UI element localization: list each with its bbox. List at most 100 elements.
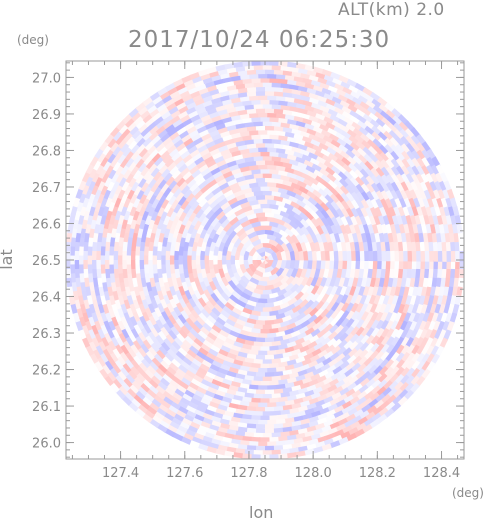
radar-cell xyxy=(432,241,439,253)
radar-cell xyxy=(389,311,398,324)
radar-cell xyxy=(255,142,267,148)
radar-cell xyxy=(285,268,295,279)
radar-cell xyxy=(201,322,213,333)
radar-cell xyxy=(307,379,319,388)
radar-cell xyxy=(392,303,402,316)
radar-cell xyxy=(169,309,179,321)
radar-cell xyxy=(308,96,321,105)
radar-cell xyxy=(162,214,171,226)
radar-cell xyxy=(251,116,262,123)
radar-cell xyxy=(217,213,229,225)
radar-cell xyxy=(311,260,318,270)
radar-cell xyxy=(322,350,335,361)
radar-cell xyxy=(202,219,212,231)
radar-cell xyxy=(215,352,227,361)
radar-cell xyxy=(272,280,284,290)
radar-cell xyxy=(269,134,281,140)
radar-cell xyxy=(306,127,318,136)
radar-cell xyxy=(276,112,288,119)
radar-cell xyxy=(268,345,279,352)
radar-cell xyxy=(213,77,226,86)
radar-cell xyxy=(173,137,185,148)
radar-cell xyxy=(264,266,275,274)
radar-cell xyxy=(323,316,335,327)
radar-cell xyxy=(126,213,135,225)
radar-cell xyxy=(425,206,434,218)
radar-cell xyxy=(187,211,197,223)
radar-cell xyxy=(399,320,409,333)
radar-cell xyxy=(309,202,320,214)
radar-cell xyxy=(390,250,396,262)
radar-cell xyxy=(188,327,199,338)
radar-cell xyxy=(330,345,342,356)
radar-cell xyxy=(286,189,298,198)
radar-cell xyxy=(213,189,225,200)
radar-cell xyxy=(400,180,410,193)
radar-cell xyxy=(295,233,305,245)
radar-cell xyxy=(315,375,327,385)
radar-cell xyxy=(423,268,430,280)
radar-cell xyxy=(91,249,97,260)
radar-cell xyxy=(219,94,232,102)
radar-cell xyxy=(397,206,407,218)
radar-cell xyxy=(258,415,270,421)
radar-cell xyxy=(378,214,387,227)
radar-cell xyxy=(294,250,301,261)
radar-cell xyxy=(192,337,204,348)
radar-cell xyxy=(231,203,243,213)
radar-cell xyxy=(87,302,96,314)
radar-cell xyxy=(315,293,326,304)
radar-cell xyxy=(132,209,141,221)
radar-cell xyxy=(265,107,276,114)
radar-cell xyxy=(315,329,327,340)
radar-cell xyxy=(305,320,317,331)
radar-cell xyxy=(248,147,260,153)
radar-cell xyxy=(122,310,131,323)
radar-cell xyxy=(294,392,306,401)
radar-cell xyxy=(397,241,404,253)
radar-cell xyxy=(193,189,204,200)
radar-cell xyxy=(370,335,381,347)
radar-cell xyxy=(315,174,327,185)
radar-cell xyxy=(105,208,113,221)
radar-cell xyxy=(168,285,177,297)
radar-cell xyxy=(353,341,365,353)
radar-cell xyxy=(420,260,426,271)
radar-cell xyxy=(257,280,268,287)
radar-cell xyxy=(134,263,141,274)
radar-cell xyxy=(175,206,185,218)
radar-cell xyxy=(78,271,85,283)
radar-cell xyxy=(311,386,324,396)
radar-cell xyxy=(217,108,230,116)
radar-cell xyxy=(72,310,81,323)
radar-cell xyxy=(310,292,321,304)
radar-cell xyxy=(272,423,284,430)
radar-cell xyxy=(242,409,254,416)
radar-cell xyxy=(238,263,247,274)
radar-cell xyxy=(186,284,195,296)
radar-cell xyxy=(398,260,405,271)
radar-cell xyxy=(255,259,262,267)
radar-cell xyxy=(196,424,209,433)
radar-cell xyxy=(274,383,286,390)
radar-cell xyxy=(192,288,202,300)
radar-cell xyxy=(344,223,353,235)
radar-cell xyxy=(100,253,106,265)
radar-cell xyxy=(96,302,105,314)
radar-cell xyxy=(325,364,337,375)
radar-cell xyxy=(359,302,369,315)
radar-cell xyxy=(74,249,80,260)
radar-cell xyxy=(203,389,216,399)
radar-cell xyxy=(327,331,339,342)
radar-cell xyxy=(293,318,305,328)
radar-cell xyxy=(394,197,404,210)
radar-cell xyxy=(185,385,197,395)
radar-cell xyxy=(313,107,325,116)
radar-cell xyxy=(368,294,377,307)
radar-cell xyxy=(247,401,259,408)
radar-cell xyxy=(207,296,217,307)
radar-cell xyxy=(159,285,168,297)
radar-cell xyxy=(411,250,418,262)
radar-cell xyxy=(339,317,351,329)
radar-cell xyxy=(431,295,440,307)
